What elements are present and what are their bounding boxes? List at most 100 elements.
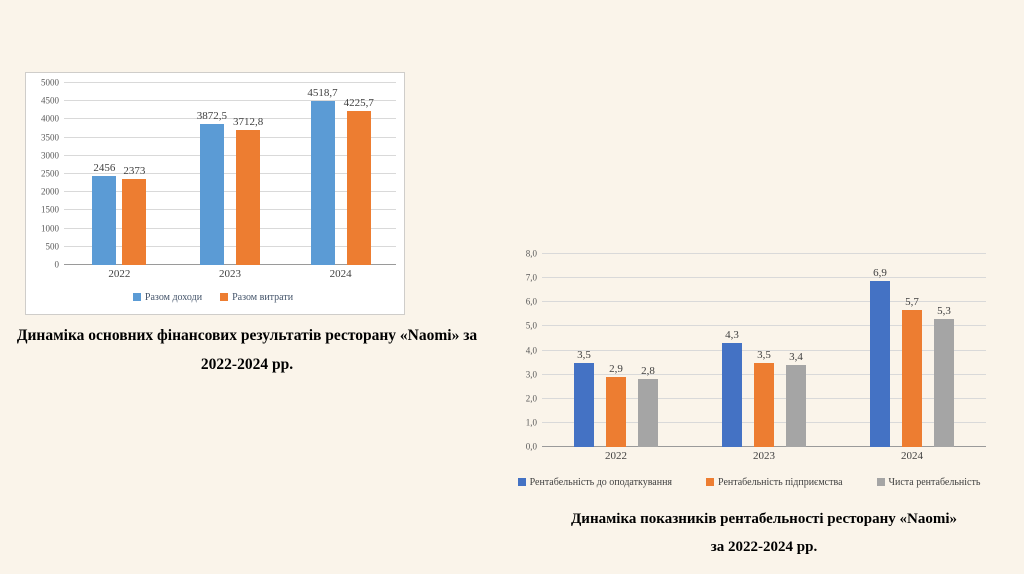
data-label: 5,3 [937, 305, 951, 318]
x-axis-line [64, 264, 396, 265]
y-tick-label: 1500 [41, 204, 59, 215]
caption-line: 2022-2024 рр. [200, 355, 294, 373]
chart-body: 0,0 1,0 2,0 3,0 4,0 5,0 6,0 7,0 8,0 3,5 2,9 2,8 4,3… [512, 249, 986, 451]
data-label: 4518,7 [307, 86, 338, 99]
y-axis: 0,0 1,0 2,0 3,0 4,0 5,0 6,0 7,0 8,0 [512, 249, 542, 451]
y-tick-label: 4500 [41, 95, 59, 106]
legend-label: Рентабельність підприємства [718, 476, 843, 488]
gridline [64, 245, 396, 247]
y-tick-label: 3,0 [525, 369, 537, 380]
gridline [542, 349, 986, 351]
bar-group: 6,9 5,7 5,3 [838, 254, 986, 447]
bar-with-label: 5,3 [934, 254, 954, 447]
y-tick-label: 5000 [41, 77, 59, 88]
y-tick-label: 5,0 [525, 320, 537, 331]
x-tick-label: 2024 [329, 268, 352, 280]
gridline [542, 301, 986, 303]
bar [199, 124, 224, 265]
gridline [64, 82, 396, 83]
bar [934, 319, 954, 447]
legend-label: Разом доходи [144, 291, 203, 303]
bar [574, 362, 594, 447]
data-label: 2456 [93, 161, 116, 174]
profitability-chart-caption: Динаміка показників рентабельності ресто… [528, 506, 1000, 562]
legend-swatch [706, 478, 715, 486]
bar-with-label: 3872,5 [197, 83, 227, 265]
finance-chart-caption: Динаміка основних фінансових результатів… [0, 322, 494, 379]
gridline [64, 191, 396, 193]
bar-with-label: 2,9 [606, 254, 626, 447]
legend-item: Рентабельність підприємства [706, 476, 843, 488]
data-label: 2373 [123, 164, 146, 177]
bar [606, 377, 626, 447]
chart-legend: Рентабельність до оподаткування Рентабель… [512, 472, 986, 492]
bar-group: 3,5 2,9 2,8 [542, 254, 690, 447]
y-tick-label: 2,0 [525, 393, 537, 404]
legend-label: Разом витрати [232, 291, 294, 303]
legend-item: Рентабельність до оподаткування [517, 476, 673, 488]
y-axis: 0 500 1000 1500 2000 2500 3000 3500 4000 4500 5000 [30, 78, 64, 269]
chart-body: 0 500 1000 1500 2000 2500 3000 3500 4000 4500 5000… [30, 78, 396, 269]
gridline [64, 136, 396, 138]
y-tick-label: 1,0 [525, 417, 537, 428]
x-axis-labels: 2022 2023 2024 [64, 265, 396, 284]
bar-with-label: 4225,7 [344, 83, 374, 265]
legend-item: Чиста рентабельність [876, 477, 980, 488]
gridline [64, 100, 396, 102]
bar-group: 2456 2373 [64, 83, 175, 265]
y-tick-label: 0,0 [525, 441, 537, 452]
bar [236, 129, 261, 265]
legend-swatch [132, 293, 141, 301]
y-tick-label: 4000 [41, 113, 59, 124]
data-label: 3872,5 [196, 110, 227, 123]
finance-results-chart: 0 500 1000 1500 2000 2500 3000 3500 4000 4500 5000… [25, 72, 405, 315]
y-tick-label: 8,0 [525, 248, 537, 259]
data-label: 3,5 [577, 348, 591, 361]
plot-area: 2456 2373 3872,5 3712,8 4518,7 4225,7 [64, 82, 396, 265]
bar [638, 379, 658, 447]
bar-with-label: 3,5 [574, 254, 594, 447]
data-label: 4,3 [725, 329, 739, 342]
data-label: 2,8 [641, 365, 655, 378]
y-tick-label: 4,0 [525, 345, 537, 355]
bar-group: 4,3 3,5 3,4 [690, 254, 838, 447]
legend-swatch [876, 478, 885, 486]
y-tick-label: 500 [45, 241, 60, 252]
x-tick-label: 2024 [901, 450, 923, 462]
bar-group: 3872,5 3712,8 [175, 83, 286, 265]
y-tick-label: 3500 [41, 132, 59, 143]
gridline [64, 227, 396, 229]
bar [310, 100, 335, 265]
bar-with-label: 2456 [92, 83, 117, 265]
bar-with-label: 2373 [122, 83, 147, 265]
data-label: 5,7 [905, 295, 919, 308]
bar-with-label: 3,4 [786, 254, 806, 447]
legend-swatch [517, 478, 526, 486]
bar-with-label: 4,3 [722, 254, 742, 447]
x-tick-label: 2022 [605, 450, 627, 462]
gridline [64, 154, 396, 156]
y-tick-label: 1000 [41, 223, 59, 234]
caption-line: Динаміка основних фінансових результатів… [16, 327, 478, 344]
profitability-chart: 0,0 1,0 2,0 3,0 4,0 5,0 6,0 7,0 8,0 3,5 2,9 2,8 4,3… [512, 249, 990, 492]
bar-group: 4518,7 4225,7 [285, 83, 396, 265]
plot-area: 3,5 2,9 2,8 4,3 3,5 3,4 6,9 5,7 5,3 [542, 253, 986, 447]
data-label: 4225,7 [343, 97, 374, 110]
bar-groups: 2456 2373 3872,5 3712,8 4518,7 4225,7 [64, 83, 396, 265]
caption-line: Динаміка показників рентабельності ресто… [570, 511, 957, 527]
bar-with-label: 4518,7 [307, 83, 338, 265]
legend-label: Рентабельність до оподаткування [529, 476, 673, 488]
gridline [64, 118, 396, 120]
x-tick-label: 2023 [753, 450, 775, 462]
data-label: 2,9 [609, 363, 623, 376]
bar-with-label: 3712,8 [233, 83, 263, 265]
legend-item: Разом витрати [220, 292, 293, 303]
bar-with-label: 5,7 [902, 254, 922, 447]
y-tick-label: 6,0 [525, 296, 537, 307]
legend-item: Разом доходи [132, 291, 203, 303]
y-tick-label: 0 [54, 259, 60, 270]
data-label: 3712,8 [233, 115, 264, 128]
bar [122, 178, 147, 265]
bar-with-label: 2,8 [638, 254, 658, 447]
